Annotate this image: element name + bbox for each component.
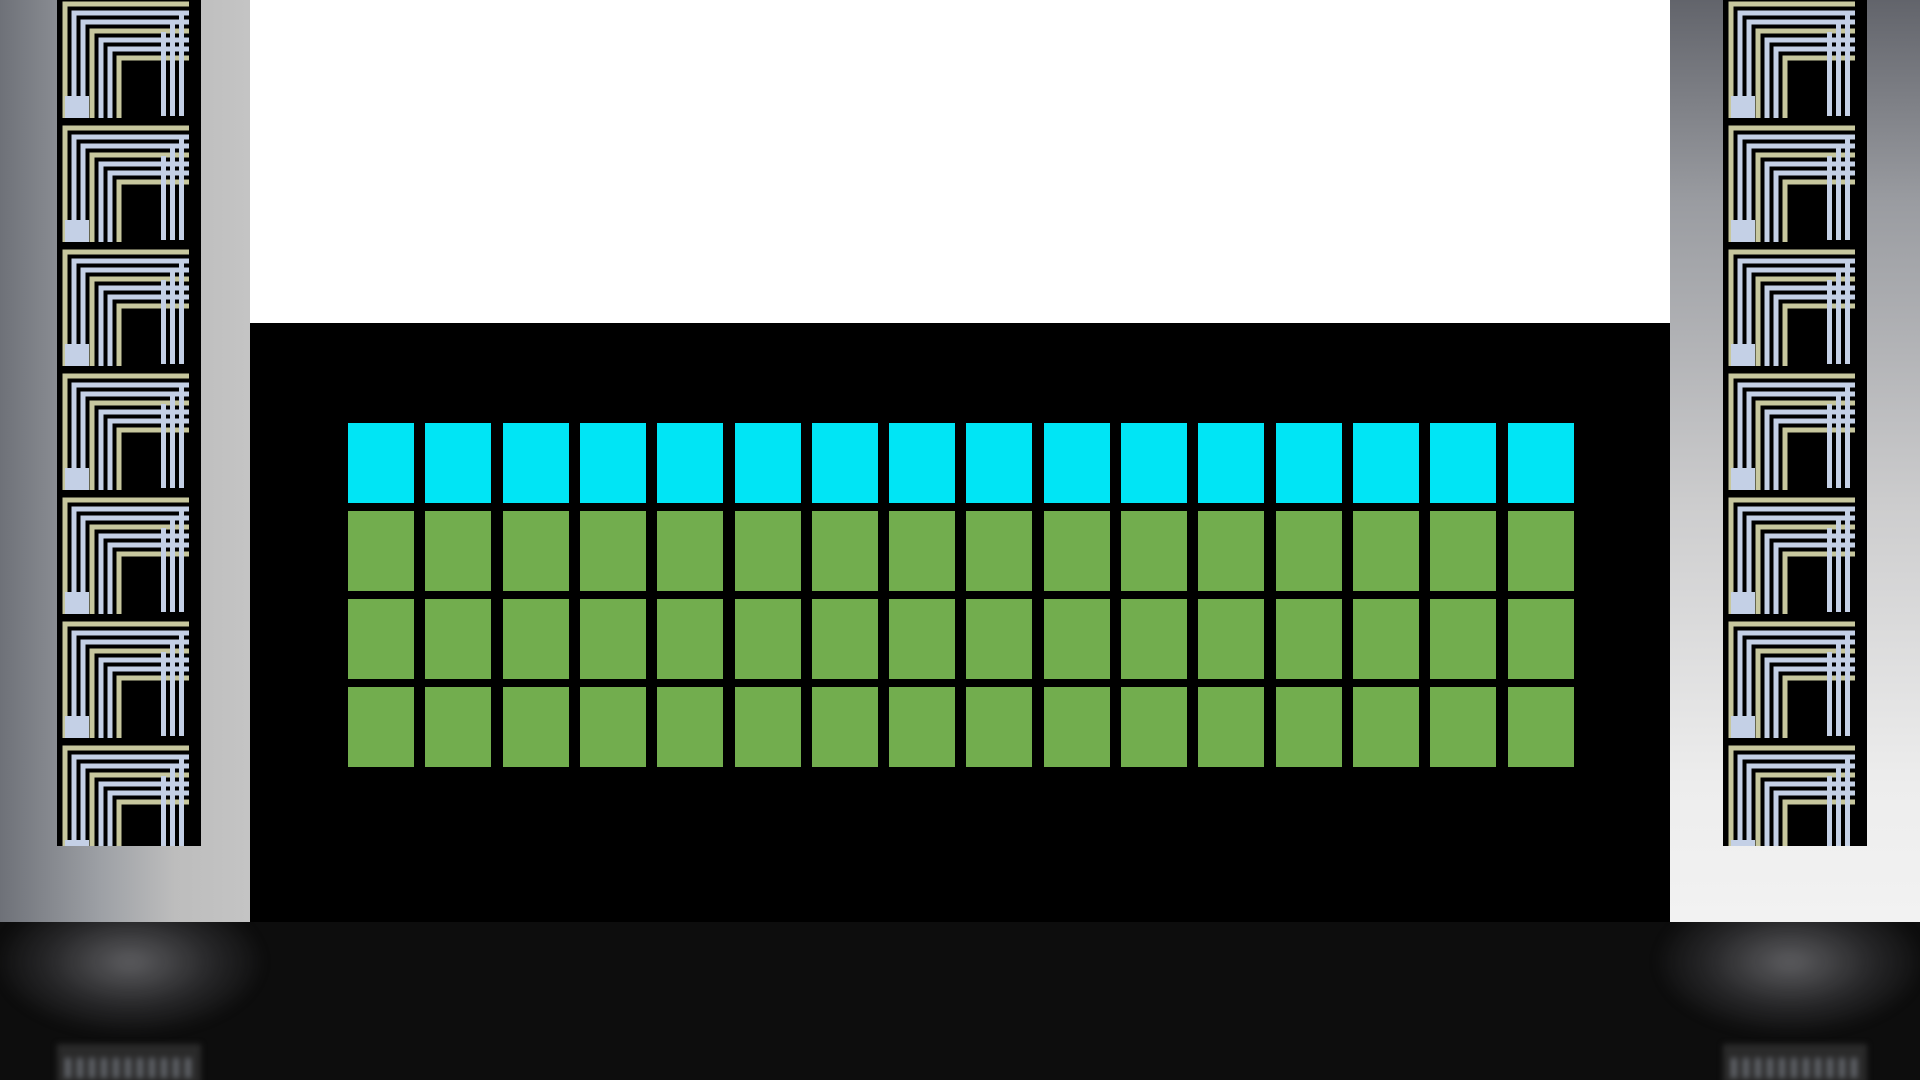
brick: [889, 423, 955, 503]
brick: [503, 423, 569, 503]
brick: [1198, 511, 1264, 591]
brick: [348, 599, 414, 679]
nested-corner-pattern-icon: [1728, 1, 1855, 846]
floor-reflection: [0, 922, 1920, 1080]
brick: [657, 511, 723, 591]
brick: [1353, 511, 1419, 591]
brick: [1044, 687, 1110, 767]
brick: [1121, 423, 1187, 503]
brick: [1508, 687, 1574, 767]
brick: [1276, 599, 1342, 679]
pattern-tile: [1728, 745, 1855, 846]
pattern-tile: [1728, 1, 1855, 118]
brick-wall: [348, 423, 1574, 767]
pattern-tile: [62, 249, 189, 366]
brick: [735, 687, 801, 767]
brick: [348, 423, 414, 503]
brick: [348, 687, 414, 767]
brick: [580, 511, 646, 591]
brick: [966, 687, 1032, 767]
right-pattern-column: [1723, 0, 1867, 846]
brick: [812, 511, 878, 591]
brick: [966, 423, 1032, 503]
brick: [735, 599, 801, 679]
brick: [657, 599, 723, 679]
left-pattern-column: [57, 0, 201, 846]
brick: [1430, 687, 1496, 767]
brick: [1198, 423, 1264, 503]
brick: [1276, 423, 1342, 503]
brick: [1353, 423, 1419, 503]
brick: [966, 511, 1032, 591]
brick: [503, 511, 569, 591]
brick: [1198, 599, 1264, 679]
nested-corner-pattern-icon: [62, 1, 189, 846]
pattern-tile: [1728, 621, 1855, 738]
playfield-top-area: [250, 0, 1670, 323]
brick: [425, 423, 491, 503]
left-pattern-reflection: [57, 1044, 201, 1080]
brick: [1353, 687, 1419, 767]
pattern-tile: [62, 373, 189, 490]
pattern-tile: [1728, 249, 1855, 366]
brick: [425, 599, 491, 679]
brick: [1508, 423, 1574, 503]
brick: [580, 599, 646, 679]
brick: [580, 423, 646, 503]
brick: [348, 511, 414, 591]
brick: [812, 599, 878, 679]
brick: [1121, 687, 1187, 767]
right-pattern-reflection: [1723, 1044, 1867, 1080]
brick: [657, 687, 723, 767]
pattern-tile: [62, 497, 189, 614]
playfield[interactable]: [250, 0, 1670, 922]
pattern-tile: [1728, 373, 1855, 490]
pattern-tile: [62, 1, 189, 118]
brick: [1044, 599, 1110, 679]
right-reflection-glow: [1660, 922, 1920, 1032]
pattern-tile: [62, 745, 189, 846]
brick: [735, 511, 801, 591]
brick: [889, 599, 955, 679]
brick: [503, 687, 569, 767]
brick: [1508, 599, 1574, 679]
brick: [1353, 599, 1419, 679]
brick: [1430, 423, 1496, 503]
pattern-tile: [62, 125, 189, 242]
brick: [503, 599, 569, 679]
brick: [425, 687, 491, 767]
brick: [657, 423, 723, 503]
brick: [1508, 511, 1574, 591]
brick: [1044, 511, 1110, 591]
pattern-tile: [1728, 125, 1855, 242]
brick: [889, 687, 955, 767]
brick: [1276, 511, 1342, 591]
brick: [1121, 511, 1187, 591]
brick: [812, 687, 878, 767]
brick: [1430, 599, 1496, 679]
brick: [889, 511, 955, 591]
brick: [735, 423, 801, 503]
brick: [580, 687, 646, 767]
brick: [966, 599, 1032, 679]
brick: [1276, 687, 1342, 767]
pattern-tile: [1728, 497, 1855, 614]
brick: [425, 511, 491, 591]
brick: [1430, 511, 1496, 591]
left-reflection-glow: [0, 922, 260, 1032]
brick: [812, 423, 878, 503]
brick: [1044, 423, 1110, 503]
brick: [1121, 599, 1187, 679]
pattern-tile: [62, 621, 189, 738]
brick: [1198, 687, 1264, 767]
